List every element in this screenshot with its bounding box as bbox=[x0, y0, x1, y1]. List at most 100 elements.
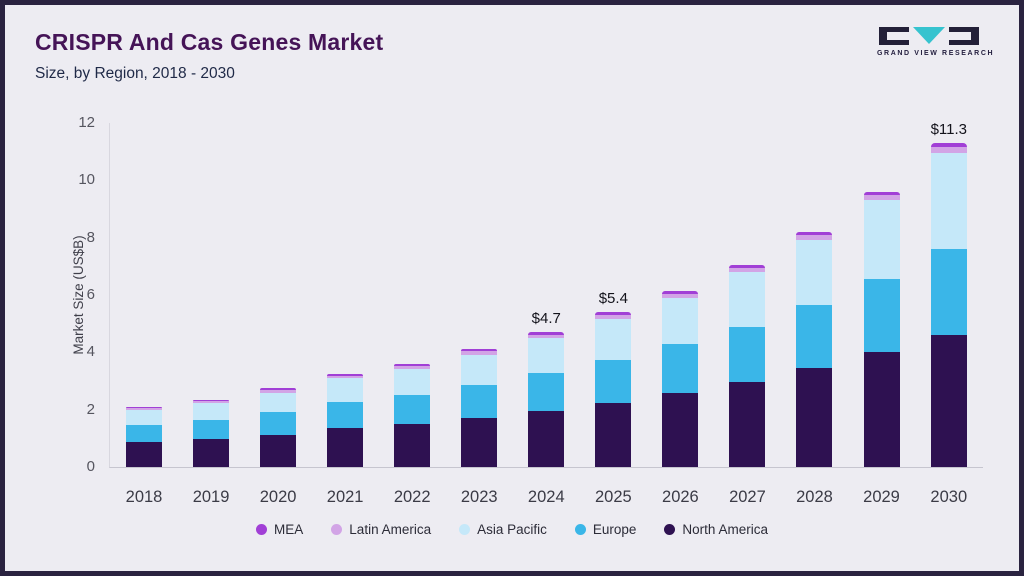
bar-segment-mea bbox=[327, 373, 364, 376]
bar-segment-mea bbox=[662, 290, 699, 294]
bar-column: 2020 bbox=[260, 388, 297, 506]
x-axis-label: 2028 bbox=[796, 488, 833, 506]
bar-segment-asia-pacific bbox=[729, 272, 766, 327]
bar-column: 2027 bbox=[729, 264, 766, 506]
y-tick-label: 6 bbox=[86, 286, 95, 303]
bar-value-label: $11.3 bbox=[930, 121, 967, 139]
bar-segment-mea bbox=[461, 349, 498, 352]
plot-area: 2018 2019 2020 2021 2022 2023 $4.7 2024 $5.4 2025… bbox=[109, 121, 983, 506]
y-tick-label: 12 bbox=[78, 114, 95, 131]
bar-stack bbox=[863, 191, 900, 467]
x-axis-label: 2030 bbox=[930, 488, 968, 506]
bar-segment-asia-pacific bbox=[461, 354, 498, 385]
legend-item-mea: MEA bbox=[256, 522, 303, 537]
bar-segment-europe bbox=[796, 305, 833, 369]
bar-stack bbox=[260, 388, 297, 467]
y-tick-label: 4 bbox=[86, 343, 95, 361]
bar-value-label: $4.7 bbox=[531, 310, 561, 328]
bar-segment-europe bbox=[528, 373, 565, 411]
bar-segment-asia-pacific bbox=[595, 318, 632, 360]
legend-item-europe: Europe bbox=[574, 522, 636, 537]
bar-segment-europe bbox=[126, 424, 162, 442]
bar-stack bbox=[930, 143, 967, 467]
y-axis-title: Market Size (US$B) bbox=[71, 235, 87, 355]
bar-segment-latin-america bbox=[796, 235, 833, 240]
bar-segment-asia-pacific bbox=[193, 403, 230, 420]
legend-item-asia-pacific: Asia Pacific bbox=[459, 522, 547, 537]
bar-segment-latin-america bbox=[193, 401, 230, 404]
x-axis-label: 2025 bbox=[594, 488, 632, 506]
bar-segment-asia-pacific bbox=[930, 153, 967, 250]
bar-stack bbox=[193, 399, 230, 467]
bar-segment-north-america bbox=[461, 417, 498, 467]
bar-segment-latin-america bbox=[729, 267, 766, 273]
bar-segment-europe bbox=[394, 395, 431, 424]
bar-segment-mea bbox=[394, 363, 431, 366]
x-axis-label: 2018 bbox=[125, 488, 163, 506]
legend-swatch bbox=[664, 524, 676, 535]
bar-stack bbox=[394, 363, 431, 467]
bar-segment-mea bbox=[528, 332, 565, 335]
bar-segment-asia-pacific bbox=[796, 239, 833, 306]
y-tick-label: 8 bbox=[86, 228, 95, 246]
bar-segment-europe bbox=[595, 359, 632, 403]
bar-stack bbox=[729, 264, 766, 467]
bar-segment-latin-america bbox=[930, 147, 967, 154]
gvr-logo-mark bbox=[879, 27, 979, 45]
bar-segment-asia-pacific bbox=[528, 337, 565, 374]
bar-column: 2026 bbox=[662, 290, 699, 506]
bar-stack bbox=[796, 231, 833, 467]
bar-stack bbox=[528, 332, 565, 467]
gvr-logo-text: GRAND VIEW RESEARCH bbox=[877, 50, 995, 57]
legend-item-latin-america: Latin America bbox=[331, 522, 431, 537]
legend-swatch bbox=[256, 524, 268, 535]
bar-segment-north-america bbox=[930, 335, 967, 467]
bar-segment-north-america bbox=[394, 424, 431, 467]
x-axis-label: 2026 bbox=[662, 488, 699, 506]
bar-segment-latin-america bbox=[126, 408, 162, 411]
bar-segment-mea bbox=[930, 143, 967, 148]
bar-segment-north-america bbox=[327, 428, 364, 467]
bar-segment-latin-america bbox=[260, 389, 297, 393]
bar-column: 2022 bbox=[394, 363, 431, 506]
page-subtitle: Size, by Region, 2018 - 2030 bbox=[35, 65, 235, 82]
legend-label: Latin America bbox=[349, 522, 432, 537]
y-tick-label: 2 bbox=[86, 400, 95, 418]
bar-stack bbox=[595, 312, 632, 467]
legend-label: Asia Pacific bbox=[477, 522, 547, 537]
bar-segment-europe bbox=[327, 401, 364, 429]
y-tick-label: 0 bbox=[86, 458, 95, 475]
bar-segment-europe bbox=[662, 344, 699, 393]
bar-segment-latin-america bbox=[863, 195, 900, 201]
bar-segment-mea bbox=[193, 399, 230, 402]
bar-segment-mea bbox=[863, 191, 900, 196]
bar-column: $5.4 2025 bbox=[595, 290, 632, 506]
bar-column: 2023 bbox=[461, 349, 498, 506]
legend-swatch bbox=[331, 524, 343, 535]
x-axis-label: 2023 bbox=[460, 488, 498, 506]
bar-segment-europe bbox=[193, 419, 230, 439]
x-axis-label: 2019 bbox=[192, 488, 230, 506]
legend-label: MEA bbox=[274, 522, 304, 537]
bar-segment-north-america bbox=[796, 368, 833, 467]
bar-segment-mea bbox=[260, 388, 297, 390]
y-tick-label: 10 bbox=[78, 171, 95, 189]
legend-swatch bbox=[459, 524, 471, 535]
bar-segment-north-america bbox=[863, 352, 900, 467]
bar-column: $4.7 2024 bbox=[528, 310, 565, 506]
bar-segment-latin-america bbox=[461, 351, 498, 355]
bar-segment-north-america bbox=[729, 381, 766, 467]
bar-column: 2018 bbox=[126, 406, 162, 506]
bar-column: 2028 bbox=[796, 231, 833, 506]
bar-stack bbox=[461, 349, 498, 467]
bar-segment-asia-pacific bbox=[394, 368, 431, 396]
bar-segment-mea bbox=[595, 312, 632, 315]
bar-segment-asia-pacific bbox=[662, 297, 699, 345]
bar-segment-latin-america bbox=[528, 334, 565, 338]
bar-segment-north-america bbox=[126, 441, 162, 467]
legend-label: North America bbox=[682, 522, 768, 537]
bar-segment-latin-america bbox=[327, 375, 364, 379]
bar-segment-asia-pacific bbox=[327, 378, 364, 402]
bar-column: 2021 bbox=[327, 373, 364, 506]
